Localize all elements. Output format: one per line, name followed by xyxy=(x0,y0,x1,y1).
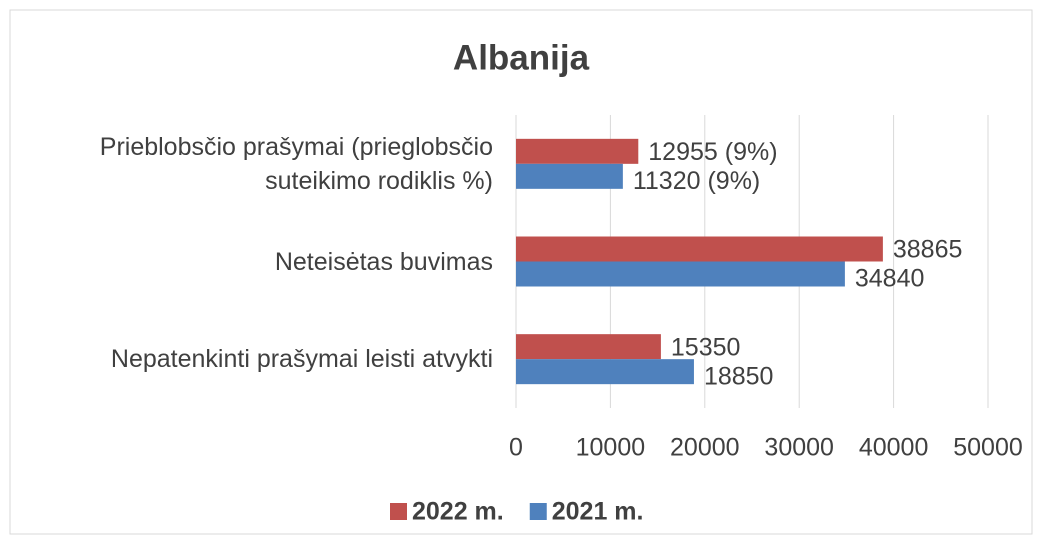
bar xyxy=(516,163,623,189)
x-tick-label: 50000 xyxy=(953,434,1023,462)
x-tick-label: 30000 xyxy=(764,434,834,462)
legend-label: 2022 m. xyxy=(412,498,504,526)
bar xyxy=(516,261,845,287)
value-label: 12955 (9%) xyxy=(648,138,777,166)
bar xyxy=(516,334,661,360)
chart-title: Albanija xyxy=(453,38,590,77)
x-tick-label: 10000 xyxy=(576,434,646,462)
bar xyxy=(516,236,883,262)
legend-swatch xyxy=(390,503,407,520)
value-label: 18850 xyxy=(704,362,774,390)
x-tick-label: 40000 xyxy=(859,434,929,462)
category-label: Neteisėtas buvimas xyxy=(274,247,493,276)
category-label: Nepatenkinti prašymai leisti atvykti xyxy=(110,345,493,374)
value-label: 38865 xyxy=(893,236,963,264)
x-tick-label: 20000 xyxy=(670,434,740,462)
bar xyxy=(516,359,694,385)
value-label: 34840 xyxy=(855,265,925,293)
x-tick-label: 0 xyxy=(509,434,523,462)
value-label: 11320 (9%) xyxy=(633,167,760,195)
legend-swatch xyxy=(529,503,547,520)
legend-label: 2021 m. xyxy=(552,498,644,526)
bar xyxy=(516,138,639,164)
value-label: 15350 xyxy=(671,333,741,361)
category-label: Prieblobsčio prašymai (prieglobsčio sute… xyxy=(99,132,493,195)
